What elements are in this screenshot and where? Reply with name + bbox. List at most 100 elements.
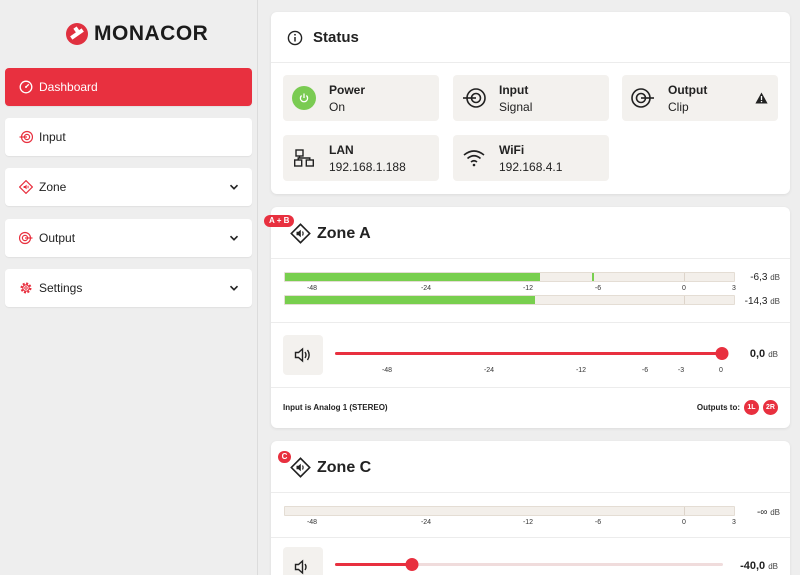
zone-icon [19,180,33,194]
level-meter-left [284,272,735,282]
input-icon [19,130,33,144]
output-chip[interactable]: 2R [763,400,778,415]
volume-unit: dB [768,350,778,359]
mute-button[interactable] [283,547,323,575]
sidebar-item-output[interactable]: Output [5,219,252,257]
sidebar-item-settings[interactable]: Settings [5,269,252,307]
monacor-logo-icon [66,23,88,45]
volume-value: -40,0 [740,560,766,572]
status-card: Status Power On Input Signal Output Clip [271,12,790,194]
tile-value: 192.168.1.188 [329,159,406,174]
volume-slider[interactable] [335,347,729,360]
input-source-text: Input is Analog 1 (STEREO) [283,403,388,412]
tile-text: Output Clip [668,83,707,114]
meter-tick: -24 [420,519,432,526]
sidebar-item-zone[interactable]: Zone [5,168,252,206]
slider-thumb[interactable] [405,558,419,571]
zone-speaker-icon [290,223,311,244]
zone-title: Zone C [317,458,372,476]
meter-tick: -6 [594,285,602,292]
zone-badge: C [278,451,291,463]
speaker-volume-icon [294,559,307,575]
tile-value: On [329,99,346,114]
tile-value: Clip [668,99,689,114]
brand-logo[interactable]: MONACOR [66,22,208,46]
slider-tick: -48 [381,367,393,374]
slider-tick: -6 [641,367,649,374]
zone-speaker-icon [290,457,311,478]
slider-thumb[interactable] [715,347,729,360]
zone-card: A + B Zone A -6,3 dB -48 -24 -12 -6 0 3 … [264,207,790,428]
meter-tick: -12 [522,519,534,526]
tile-title: Output [668,82,708,97]
tile-title: WiFi [499,142,525,157]
volume-slider[interactable] [335,558,723,571]
output-icon [19,231,33,245]
slider-fill [335,563,412,566]
power-icon [292,86,316,110]
meter-tick: -6 [594,519,602,526]
meter-tick: 0 [682,519,686,526]
warning-icon [755,92,768,104]
zone-title: Zone A [317,224,371,242]
meter-zero-mark [684,507,685,515]
level-meter-right [284,295,735,305]
outputs-group: Outputs to: 1L 2R [697,400,778,415]
meter-db-readout: -6,3 dB [750,272,780,283]
zone-card: C Zone C -∞ dB -48 -24 -12 -6 0 3 -40,0 … [271,441,790,575]
status-tile-output: Output Clip [622,75,778,121]
meter-db-value: -14,3 [744,296,768,307]
slider-fill [335,352,723,355]
volume-readout: 0,0 dB [750,348,778,360]
slider-tick: -24 [483,367,495,374]
tile-text: Input Signal [499,83,532,114]
sidebar-item-label: Dashboard [39,80,98,94]
chevron-down-icon[interactable] [228,181,240,193]
meter-tick: -48 [306,519,318,526]
meter-tick: 0 [682,285,686,292]
level-meter [284,506,735,516]
tile-value: Signal [499,99,533,114]
outputs-label: Outputs to: [696,403,740,412]
mute-button[interactable] [283,335,323,375]
divider [271,387,790,388]
meter-db-readout: -∞ dB [757,507,780,518]
sidebar-item-label: Settings [39,281,83,295]
input-signal-icon [461,85,487,111]
divider [271,258,790,259]
sidebar-item-input[interactable]: Input [5,118,252,156]
wifi-icon [461,145,487,171]
slider-tick: -12 [575,367,587,374]
meter-db-unit: dB [770,273,780,282]
brand-name: MONACOR [94,22,209,45]
output-signal-icon [630,85,656,111]
output-chip[interactable]: 1L [744,400,759,415]
meter-db-readout: -14,3 dB [745,296,780,307]
slider-tick: 0 [719,367,723,374]
power-icon-wrap [291,85,317,111]
tile-value: 192.168.4.1 [499,159,563,174]
zone-header[interactable]: Zone A [290,223,371,244]
status-title: Status [313,29,359,46]
tile-text: Power On [329,83,365,114]
status-tile-lan: LAN 192.168.1.188 [283,135,439,181]
meter-peak [592,273,594,281]
status-tile-wifi: WiFi 192.168.4.1 [453,135,609,181]
tile-title: LAN [329,142,354,157]
sidebar-item-dashboard[interactable]: Dashboard [5,68,252,106]
chevron-down-icon[interactable] [228,232,240,244]
divider [271,322,790,323]
chevron-down-icon[interactable] [228,282,240,294]
meter-tick: 3 [732,519,736,526]
meter-tick: -24 [420,285,432,292]
zone-header[interactable]: Zone C [290,457,371,478]
tile-text: LAN 192.168.1.188 [329,143,406,174]
status-tile-input: Input Signal [453,75,609,121]
meter-fill [285,296,535,304]
divider [271,492,790,493]
zone-badge: A + B [264,215,295,227]
tile-text: WiFi 192.168.4.1 [499,143,562,174]
volume-readout: -40,0 dB [740,560,778,572]
volume-unit: dB [768,562,778,571]
speaker-volume-icon [294,347,310,363]
